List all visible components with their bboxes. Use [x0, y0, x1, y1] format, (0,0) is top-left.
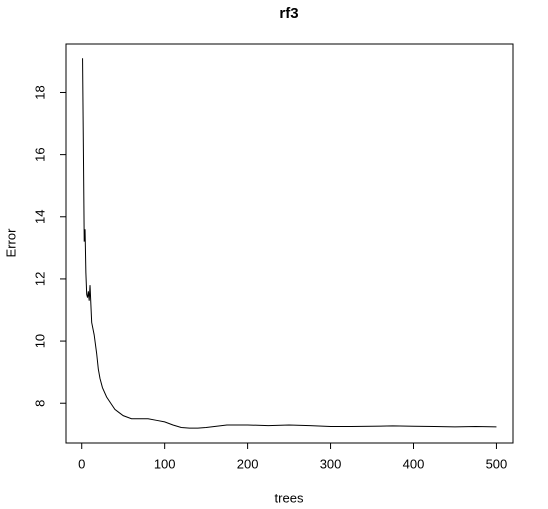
y-tick-label: 12 — [32, 272, 47, 286]
y-tick-label: 10 — [32, 334, 47, 348]
chart-title: rf3 — [279, 5, 298, 22]
x-tick-label: 400 — [403, 456, 425, 471]
x-axis-label: trees — [275, 490, 304, 505]
x-tick-label: 500 — [486, 456, 508, 471]
y-tick-label: 14 — [32, 210, 47, 224]
y-tick-label: 16 — [32, 147, 47, 161]
data-line — [82, 58, 497, 429]
x-tick-label: 100 — [154, 456, 176, 471]
x-tick-label: 0 — [78, 456, 85, 471]
y-tick-label: 8 — [32, 400, 47, 407]
x-tick-label: 200 — [237, 456, 259, 471]
y-axis-label: Error — [3, 228, 18, 258]
plot-frame — [65, 43, 514, 444]
x-tick-label: 300 — [320, 456, 342, 471]
y-tick-label: 18 — [32, 85, 47, 99]
